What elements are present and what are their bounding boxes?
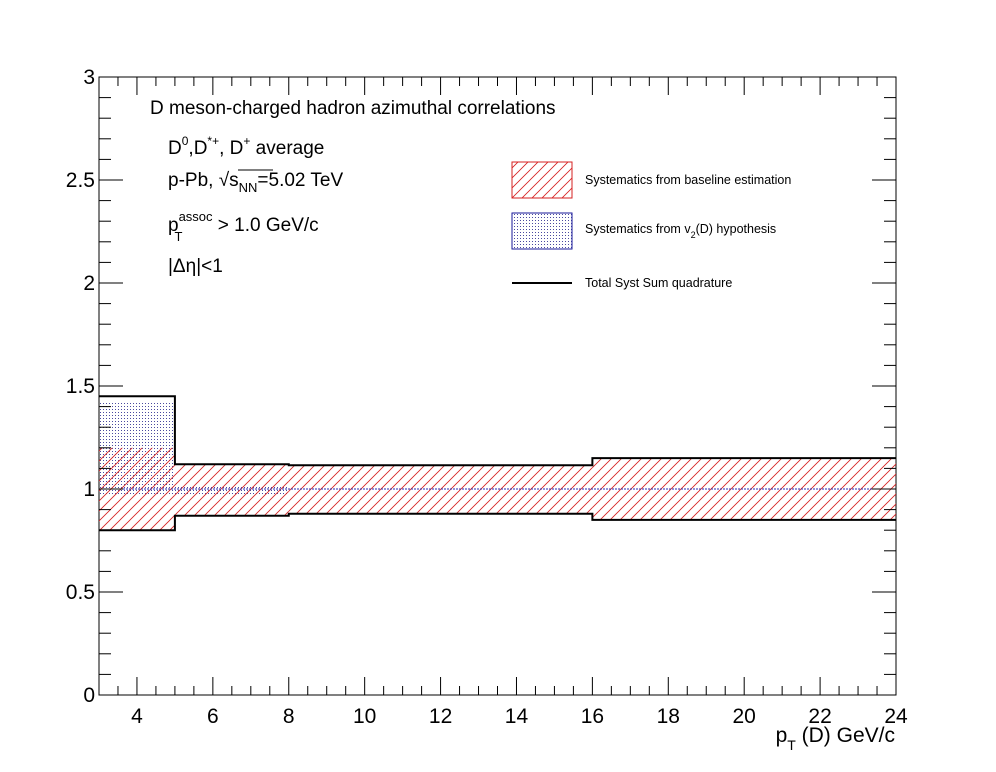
- total-upper-line: [99, 395, 896, 467]
- total-systematics-layer: [99, 395, 896, 532]
- y-tick-label: 3: [83, 66, 95, 89]
- x-tick-label: 4: [131, 705, 143, 728]
- x-tick-label: 10: [353, 705, 376, 728]
- legend: Systematics from baseline estimation Sys…: [511, 161, 791, 290]
- y-tick-label: 2.5: [66, 169, 95, 192]
- legend-baseline-label: Systematics from baseline estimation: [585, 173, 791, 187]
- legend-baseline-swatch: [511, 161, 573, 199]
- y-tick-label: 0.5: [66, 581, 95, 604]
- y-tick-label: 0: [83, 684, 95, 707]
- annotation-collision: p-Pb, √sNN=5.02 TeV: [168, 170, 343, 195]
- x-tick-label: 12: [429, 705, 452, 728]
- total-lower-line: [99, 512, 896, 532]
- annotation-delta-eta: |Δη|<1: [168, 256, 223, 277]
- annotation-title: D meson-charged hadron azimuthal correla…: [150, 98, 556, 119]
- annotation-species: D0,D*+, D+ average: [168, 134, 324, 159]
- x-tick-label: 18: [657, 705, 680, 728]
- baseline-band-bin-2: [288, 465, 593, 514]
- x-tick-label: 14: [505, 705, 529, 728]
- baseline-systematics-layer: [99, 447, 896, 531]
- x-axis-title: pT (D) GeV/c: [776, 724, 895, 753]
- x-tick-label: 20: [733, 705, 756, 728]
- x-tick-label: 8: [283, 705, 295, 728]
- legend-v2-swatch: [511, 212, 573, 250]
- y-axis-ticks: 0 0.5 1 1.5 2 2.5 3: [66, 66, 896, 707]
- annotation-pt-assoc: passoc T > 1.0 GeV/c: [168, 209, 319, 244]
- x-tick-label: 22: [808, 705, 831, 728]
- legend-total-label: Total Syst Sum quadrature: [585, 276, 732, 290]
- legend-v2-label: Systematics from v2(D) hypothesis: [585, 222, 776, 240]
- y-tick-label: 1.5: [66, 375, 95, 398]
- y-tick-label: 1: [83, 478, 95, 501]
- baseline-band-bin-1: [174, 464, 289, 516]
- x-axis-ticks: 4 6 8 10 12 14 16 18 20 22 24: [98, 77, 908, 728]
- x-tick-label: 6: [207, 705, 219, 728]
- x-tick-label: 24: [884, 705, 908, 728]
- x-tick-label: 16: [581, 705, 604, 728]
- y-tick-label: 2: [83, 272, 95, 295]
